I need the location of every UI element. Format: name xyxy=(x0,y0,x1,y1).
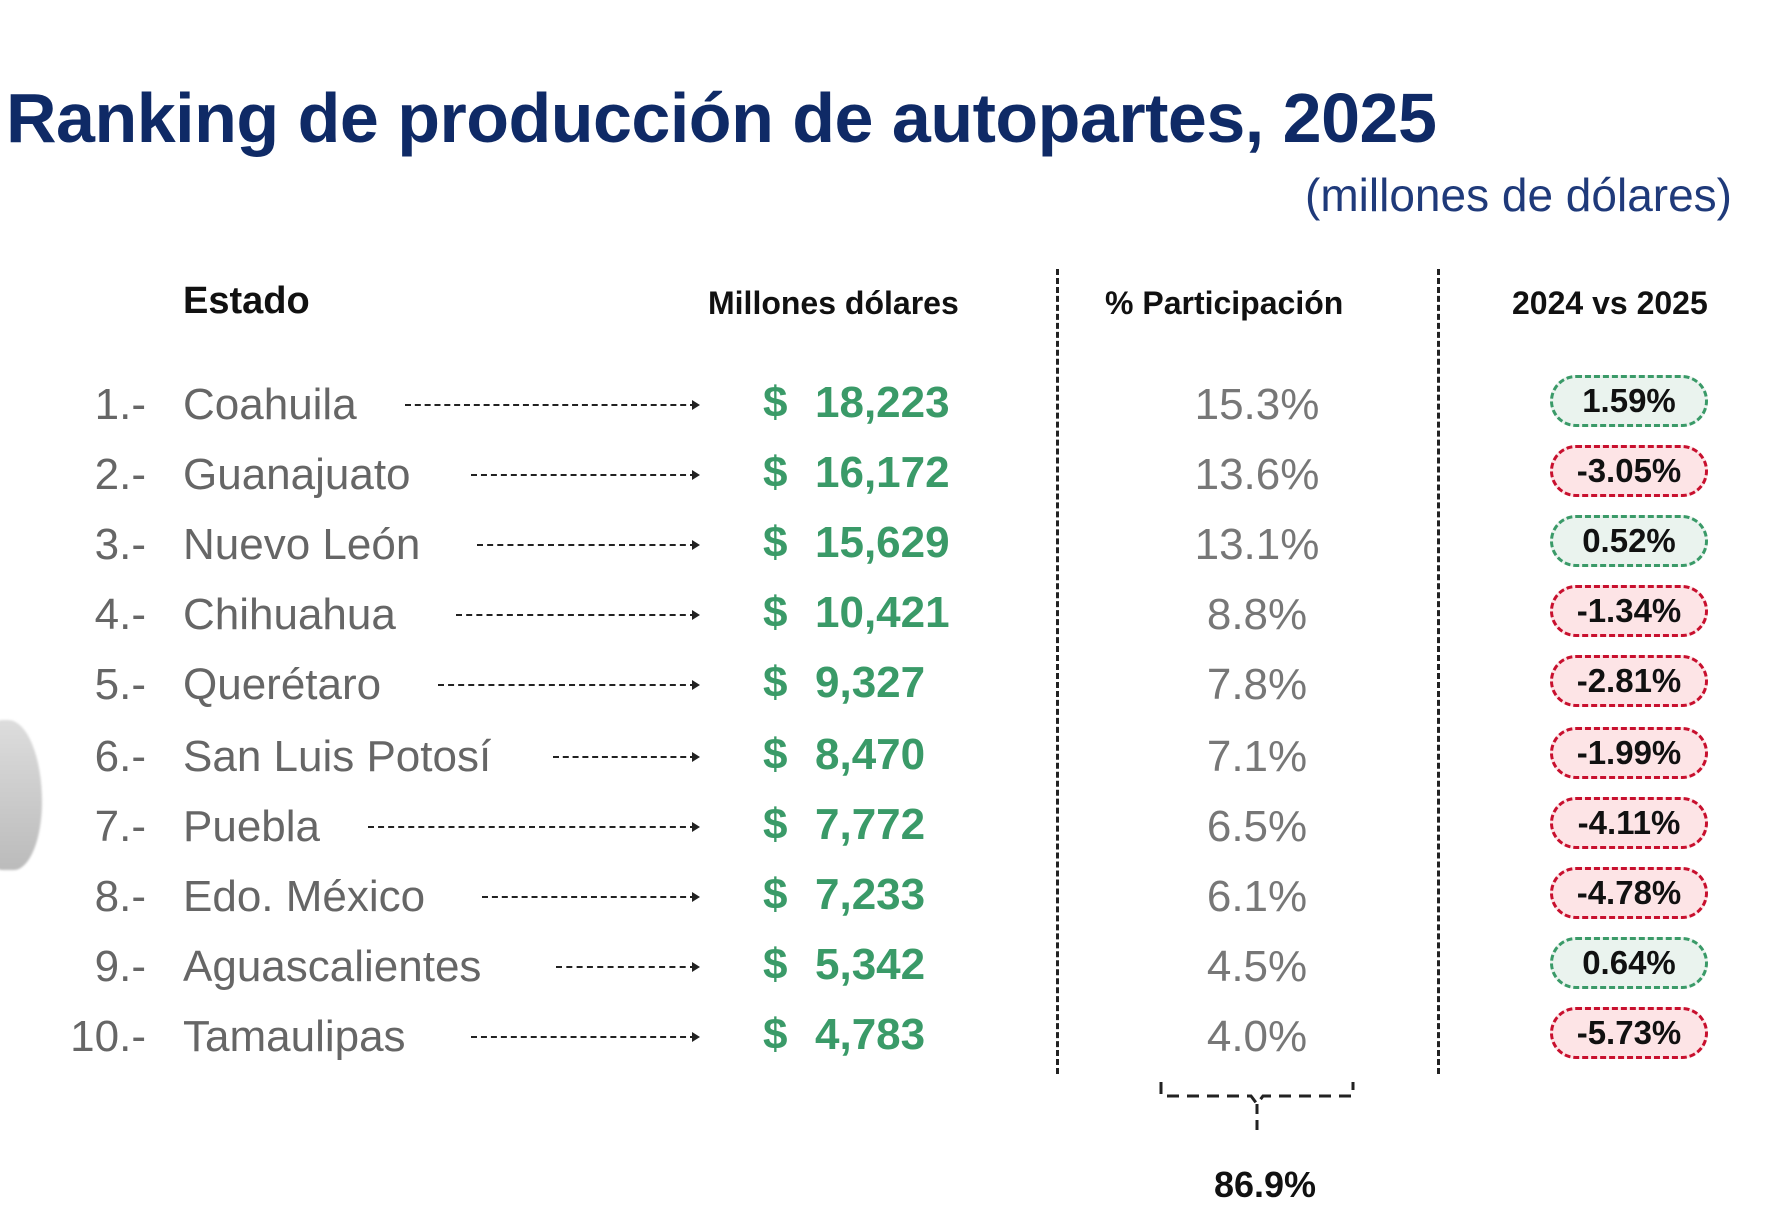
state-name: Aguascalientes xyxy=(183,942,482,991)
state-name: San Luis Potosí xyxy=(183,732,492,781)
rank: 6.- xyxy=(94,732,146,781)
value-millions: 5,342 xyxy=(815,940,926,989)
value-millions: 16,172 xyxy=(815,448,950,497)
table-row: 7.- Puebla $7,772 6.5% -4.11% xyxy=(0,792,1792,862)
change-badge: 0.52% xyxy=(1550,515,1708,567)
currency-symbol: $ xyxy=(763,448,788,497)
value-millions: 4,783 xyxy=(815,1010,926,1059)
dotted-arrow-icon xyxy=(438,680,700,690)
share-percent: 8.8% xyxy=(1206,590,1308,639)
page-title: Ranking de producción de autopartes, 202… xyxy=(6,79,1437,157)
rank: 4.- xyxy=(94,590,146,639)
state-name: Edo. México xyxy=(183,872,426,921)
currency-symbol: $ xyxy=(763,378,788,427)
change-badge: -2.81% xyxy=(1550,655,1708,707)
rank: 2.- xyxy=(94,450,146,499)
table-row: 6.- San Luis Potosí $8,470 7.1% -1.99% xyxy=(0,722,1792,792)
currency-symbol: $ xyxy=(763,940,788,989)
header-participacion: % Participación xyxy=(1105,285,1344,321)
table-row: 4.- Chihuahua $10,421 8.8% -1.34% xyxy=(0,580,1792,650)
table-row: 10.- Tamaulipas $4,783 4.0% -5.73% xyxy=(0,1002,1792,1072)
total-brace xyxy=(1159,1082,1355,1134)
state-name: Nuevo León xyxy=(183,520,421,569)
currency-symbol: $ xyxy=(763,800,788,849)
value-millions: 15,629 xyxy=(815,518,950,567)
rank: 5.- xyxy=(94,660,146,709)
rank: 3.- xyxy=(94,520,146,569)
value-millions: 18,223 xyxy=(815,378,950,427)
share-percent: 13.1% xyxy=(1194,520,1320,569)
currency-symbol: $ xyxy=(763,658,788,707)
dotted-arrow-icon xyxy=(368,822,700,832)
change-badge: -1.34% xyxy=(1550,585,1708,637)
state-name: Chihuahua xyxy=(183,590,396,639)
rank: 9.- xyxy=(94,942,146,991)
value-millions: 8,470 xyxy=(815,730,926,779)
dotted-arrow-icon xyxy=(471,1032,700,1042)
total-share: 86.9% xyxy=(1213,1164,1317,1205)
rank: 7.- xyxy=(94,802,146,851)
change-badge: -5.73% xyxy=(1550,1007,1708,1059)
change-badge: 1.59% xyxy=(1550,375,1708,427)
change-badge: -3.05% xyxy=(1550,445,1708,497)
column-divider xyxy=(1056,269,1059,1074)
column-divider xyxy=(1437,269,1440,1074)
share-percent: 4.0% xyxy=(1206,1012,1308,1061)
table-row: 8.- Edo. México $7,233 6.1% -4.78% xyxy=(0,862,1792,932)
dotted-arrow-icon xyxy=(456,610,700,620)
share-percent: 7.8% xyxy=(1206,660,1308,709)
header-estado: Estado xyxy=(183,280,310,322)
share-percent: 13.6% xyxy=(1194,450,1320,499)
state-name: Coahuila xyxy=(183,380,357,429)
change-badge: -4.78% xyxy=(1550,867,1708,919)
table-row: 9.- Aguascalientes $5,342 4.5% 0.64% xyxy=(0,932,1792,1002)
table-row: 3.- Nuevo León $15,629 13.1% 0.52% xyxy=(0,510,1792,580)
share-percent: 4.5% xyxy=(1206,942,1308,991)
page-subtitle: (millones de dólares) xyxy=(1305,169,1732,221)
rank: 10.- xyxy=(70,1012,146,1061)
dotted-arrow-icon xyxy=(553,752,700,762)
state-name: Tamaulipas xyxy=(183,1012,406,1061)
share-percent: 15.3% xyxy=(1194,380,1320,429)
currency-symbol: $ xyxy=(763,730,788,779)
dotted-arrow-icon xyxy=(482,892,700,902)
currency-symbol: $ xyxy=(763,518,788,567)
currency-symbol: $ xyxy=(763,870,788,919)
header-variacion: 2024 vs 2025 xyxy=(1512,285,1708,321)
value-millions: 10,421 xyxy=(815,588,950,637)
value-millions: 7,772 xyxy=(815,800,926,849)
rank: 8.- xyxy=(94,872,146,921)
currency-symbol: $ xyxy=(763,1010,788,1059)
currency-symbol: $ xyxy=(763,588,788,637)
table-row: 1.- Coahuila $18,223 15.3% 1.59% xyxy=(0,370,1792,440)
table-row: 2.- Guanajuato $16,172 13.6% -3.05% xyxy=(0,440,1792,510)
value-millions: 7,233 xyxy=(815,870,926,919)
value-millions: 9,327 xyxy=(815,658,926,707)
rank: 1.- xyxy=(94,380,146,429)
change-badge: -1.99% xyxy=(1550,727,1708,779)
share-percent: 7.1% xyxy=(1206,732,1308,781)
share-percent: 6.1% xyxy=(1206,872,1308,921)
dotted-arrow-icon xyxy=(477,540,700,550)
dotted-arrow-icon xyxy=(556,962,700,972)
state-name: Puebla xyxy=(183,802,321,851)
share-percent: 6.5% xyxy=(1206,802,1308,851)
state-name: Guanajuato xyxy=(183,450,411,499)
table-row: 5.- Querétaro $9,327 7.8% -2.81% xyxy=(0,650,1792,720)
change-badge: 0.64% xyxy=(1550,937,1708,989)
header-millones: Millones dólares xyxy=(708,285,959,321)
state-name: Querétaro xyxy=(183,660,382,709)
change-badge: -4.11% xyxy=(1550,797,1708,849)
dotted-arrow-icon xyxy=(471,470,700,480)
dotted-arrow-icon xyxy=(405,400,700,410)
